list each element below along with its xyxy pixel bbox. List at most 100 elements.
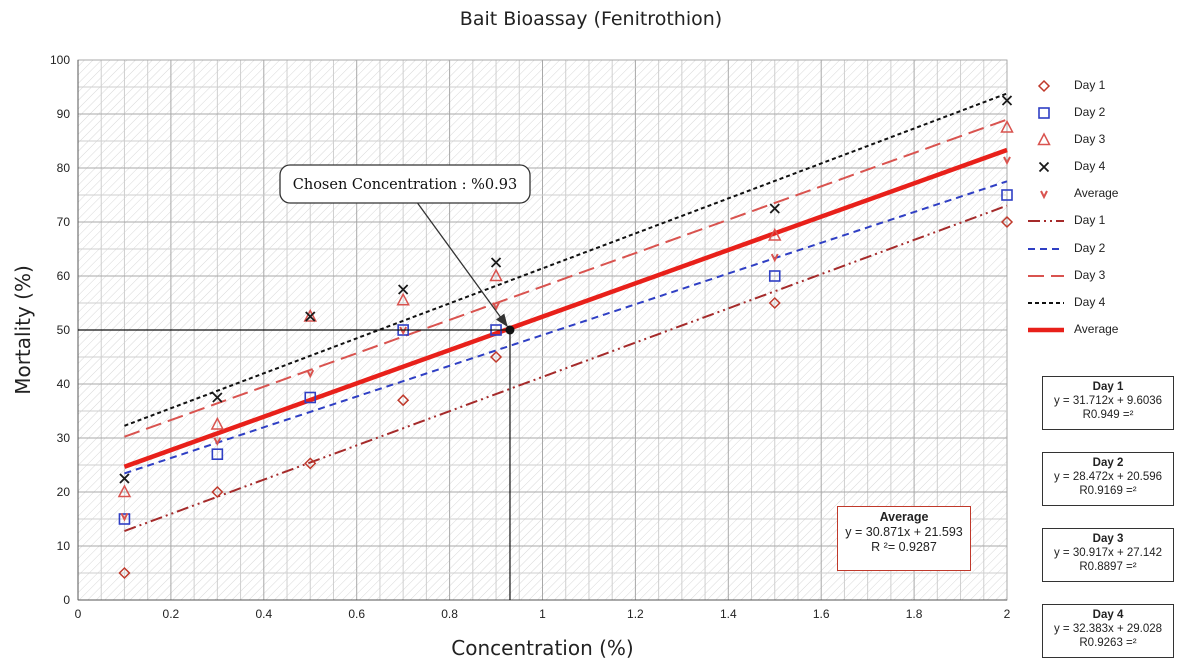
y-tick-label: 20 (57, 485, 71, 499)
eq-r2: R0.949 =² (1082, 409, 1134, 421)
point-day-1 (1000, 215, 1014, 229)
legend-item-day-3-symbol (1037, 132, 1051, 146)
point-average (1003, 156, 1011, 166)
point-day-3 (768, 227, 782, 241)
y-tick-label: 50 (57, 323, 71, 337)
legend-item-day-4-label: Day 4 (1074, 159, 1106, 174)
point-day-2 (211, 448, 224, 461)
point-day-1 (768, 296, 781, 310)
y-tick-label: 40 (57, 377, 71, 391)
eq-r2: R0.9169 =² (1079, 485, 1137, 497)
point-average (770, 253, 779, 263)
legend-item-day-2-label: Day 2 (1074, 105, 1106, 120)
legend-item-day-3-label: Day 3 (1074, 132, 1106, 147)
legend-trend-day-1-label: Day 1 (1074, 213, 1106, 228)
point-day-4 (398, 284, 409, 295)
trendline-day-4 (124, 92, 1008, 427)
x-tick-label: 1.4 (720, 607, 737, 621)
x-tick-label: 0.4 (255, 607, 272, 621)
point-day-2 (768, 270, 781, 282)
legend-item-day-2: Day 2 (1024, 103, 1174, 130)
y-tick-label: 0 (63, 593, 70, 607)
point-day-3 (210, 416, 225, 430)
point-average (213, 437, 222, 446)
eq-formula: y = 32.383x + 29.028 (1053, 623, 1163, 635)
legend-marker-day-2 (1038, 107, 1050, 119)
chart-legend: Day 1 Day 2 Day 3 Day 4 Average Day 1 Day 2 Day… (1024, 76, 1174, 347)
average-equation-box: Average y = 30.871x + 21.593 R ²= 0.9287 (837, 506, 971, 571)
x-tick-label: 0.8 (441, 607, 458, 621)
legend-trend-day-2-label: Day 2 (1074, 240, 1106, 255)
point-day-2 (1001, 189, 1013, 201)
y-tick-label: 10 (57, 539, 71, 553)
annotation-callout (279, 164, 531, 204)
x-tick-label: 0.6 (348, 607, 365, 621)
legend-trend-day-3-label: Day 3 (1074, 267, 1106, 282)
point-average (306, 369, 315, 379)
legend-trend-average-symbol (1028, 327, 1064, 333)
equation-box-day-1: Day 1 y = 31.712x + 9.6036 R0.949 =² (1042, 376, 1174, 430)
point-day-3 (1000, 119, 1014, 133)
point-day-4 (305, 311, 316, 322)
legend-trend-day-4-label: Day 4 (1074, 294, 1106, 309)
legend-trend-day-1-symbol (1028, 220, 1064, 223)
legend-item-average: Average (1024, 184, 1174, 211)
point-day-3 (489, 268, 503, 282)
point-day-4 (119, 473, 130, 484)
trendline-average (123, 147, 1008, 469)
average-eq-name: Average (879, 510, 929, 524)
x-tick-label: 1.6 (813, 607, 830, 621)
legend-marker-day-3 (1037, 132, 1051, 146)
x-axis-label: Concentration (%) (451, 636, 633, 660)
y-axis-label: Mortality (%) (11, 265, 35, 395)
legend-trend-day-4-symbol (1028, 301, 1064, 304)
point-day-1 (304, 457, 317, 470)
average-eq-formula: y = 30.871x + 21.593 (845, 525, 963, 539)
point-average (120, 512, 129, 522)
point-day-4 (212, 392, 223, 403)
legend-item-day-3: Day 3 (1024, 130, 1174, 157)
trendline-day-3 (124, 118, 1008, 438)
legend-trend-average-label: Average (1074, 321, 1119, 336)
legend-marker-day-1 (1037, 79, 1051, 93)
legend-trend-average: Average (1024, 320, 1174, 347)
legend-trend-day-3-symbol (1028, 274, 1064, 277)
y-tick-label: 70 (57, 215, 71, 229)
point-day-1 (397, 394, 410, 407)
eq-formula: y = 31.712x + 9.6036 (1053, 395, 1163, 407)
point-day-3 (396, 292, 410, 306)
trendline-day-1 (124, 204, 1008, 532)
y-tick-label: 90 (57, 107, 71, 121)
legend-trend-day-1: Day 1 (1024, 211, 1174, 238)
legend-trend-day-2: Day 2 (1024, 239, 1174, 266)
point-day-1 (118, 566, 131, 580)
trendline-day-2 (124, 180, 1008, 475)
legend-item-average-symbol (1040, 190, 1048, 200)
legend-item-day-4-symbol (1038, 162, 1050, 173)
annotation-text: Chosen Concentration : %0.93 (293, 177, 517, 193)
annotation-arrow (416, 202, 508, 328)
x-tick-label: 2 (1004, 607, 1011, 621)
y-tick-label: 30 (57, 431, 71, 445)
legend-item-day-1-symbol (1037, 79, 1051, 93)
legend-trend-day-2-symbol (1028, 247, 1064, 250)
point-day-4 (1001, 95, 1013, 106)
point-day-1 (211, 485, 224, 499)
x-tick-label: 1 (539, 607, 546, 621)
point-day-3 (303, 308, 317, 322)
eq-r2: R0.8897 =² (1079, 561, 1137, 573)
eq-r2: R0.9263 =² (1079, 637, 1137, 649)
point-average (492, 302, 500, 311)
point-average (399, 326, 408, 336)
y-tick-label: 60 (57, 269, 71, 283)
y-tick-label: 100 (50, 53, 70, 67)
x-tick-label: 1.2 (627, 607, 644, 621)
average-eq-r2: R ²= 0.9287 (871, 540, 937, 554)
point-day-4 (769, 203, 780, 214)
legend-trend-day-4: Day 4 (1024, 293, 1174, 320)
eq-formula: y = 30.917x + 27.142 (1053, 547, 1163, 559)
chosen-point (505, 325, 515, 335)
eq-name: Day 4 (1092, 609, 1124, 621)
legend-trend-day-3: Day 3 (1024, 266, 1174, 293)
